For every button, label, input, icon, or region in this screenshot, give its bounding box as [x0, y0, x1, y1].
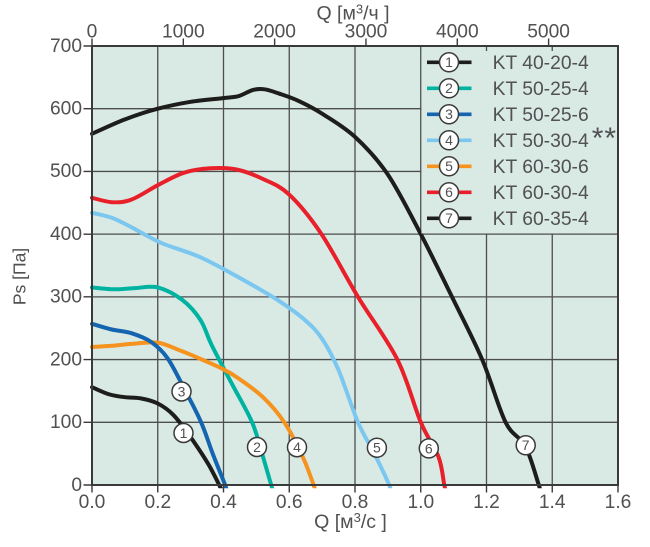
svg-text:Ps [Па]: Ps [Па]: [10, 248, 30, 305]
svg-text:KT 50-25-6: KT 50-25-6: [493, 105, 589, 126]
svg-text:1.6: 1.6: [605, 492, 632, 513]
svg-text:400: 400: [50, 224, 82, 245]
svg-text:KT 60-30-4: KT 60-30-4: [493, 183, 589, 204]
svg-text:1.2: 1.2: [473, 492, 500, 513]
svg-text:5: 5: [445, 158, 453, 174]
svg-text:0.2: 0.2: [144, 492, 171, 513]
svg-text:2: 2: [253, 439, 261, 455]
svg-text:3: 3: [178, 383, 186, 399]
svg-text:6: 6: [425, 440, 433, 456]
svg-text:700: 700: [50, 36, 82, 57]
svg-text:KT 50-25-4: KT 50-25-4: [493, 79, 589, 100]
svg-text:0.6: 0.6: [276, 492, 303, 513]
svg-text:100: 100: [50, 412, 82, 433]
svg-text:2: 2: [445, 80, 453, 96]
svg-text:4000: 4000: [436, 21, 479, 42]
svg-text:200: 200: [50, 349, 82, 370]
svg-text:0.8: 0.8: [342, 492, 369, 513]
svg-text:4: 4: [293, 439, 301, 455]
svg-text:1000: 1000: [162, 21, 205, 42]
svg-text:7: 7: [522, 437, 530, 453]
svg-text:0: 0: [87, 21, 98, 42]
svg-text:0: 0: [71, 475, 82, 496]
svg-text:1.0: 1.0: [407, 492, 434, 513]
svg-text:600: 600: [50, 99, 82, 120]
svg-text:0.4: 0.4: [210, 492, 237, 513]
svg-text:KT 40-20-4: KT 40-20-4: [493, 53, 589, 74]
svg-text:1.4: 1.4: [539, 492, 566, 513]
svg-text:4: 4: [445, 132, 453, 148]
svg-text:Q [м3/с ]: Q [м3/с ]: [314, 510, 387, 533]
svg-text:KT 60-30-6: KT 60-30-6: [493, 157, 589, 178]
svg-text:3: 3: [445, 106, 453, 122]
svg-text:300: 300: [50, 287, 82, 308]
svg-text:Q [м3/ч ]: Q [м3/ч ]: [316, 2, 389, 25]
svg-text:KT 60-35-4: KT 60-35-4: [493, 209, 589, 230]
svg-text:1: 1: [180, 425, 188, 441]
svg-text:7: 7: [445, 210, 453, 226]
svg-text:6: 6: [445, 184, 453, 200]
svg-text:5000: 5000: [527, 21, 570, 42]
svg-text:2000: 2000: [253, 21, 296, 42]
svg-text:1: 1: [445, 54, 453, 70]
svg-text:3000: 3000: [345, 21, 388, 42]
svg-text:0.0: 0.0: [79, 492, 106, 513]
svg-text:500: 500: [50, 161, 82, 182]
svg-text:5: 5: [373, 440, 381, 456]
